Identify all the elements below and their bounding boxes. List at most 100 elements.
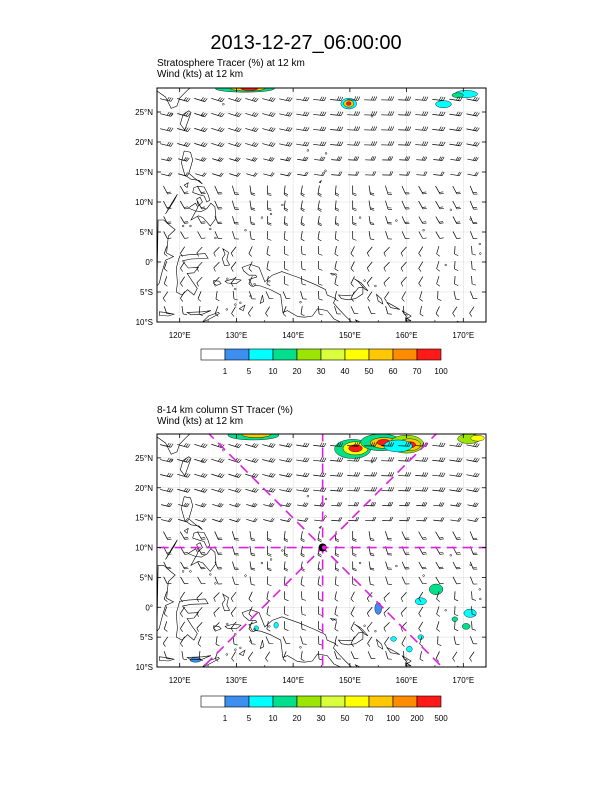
coastline-islet <box>479 597 482 601</box>
barb-flag <box>406 171 409 176</box>
barb-flag <box>389 141 393 146</box>
barb-flag <box>250 207 255 209</box>
barb-flag <box>373 156 377 161</box>
barb-flag <box>473 457 476 462</box>
wind-barb <box>365 156 377 161</box>
barb-flag <box>352 207 357 210</box>
wind-barb <box>163 185 172 195</box>
barb-flag <box>334 253 339 257</box>
wind-barb <box>213 261 220 272</box>
wind-barb <box>314 502 326 507</box>
barb-flag <box>322 156 326 161</box>
wind-barb <box>160 457 174 463</box>
barb-flag <box>201 553 206 555</box>
coastline-island <box>192 186 211 203</box>
barb-flag <box>422 126 425 131</box>
wind-barb <box>266 606 271 617</box>
wind-barb <box>228 97 242 103</box>
barb-flag <box>404 156 407 161</box>
barb-flag <box>270 142 274 147</box>
barb-shaft <box>194 443 205 448</box>
wind-barb <box>214 200 223 210</box>
lat-label: 25°N <box>135 454 153 463</box>
barb-flag <box>389 457 393 462</box>
barb-flag <box>267 553 272 556</box>
tracer-contour <box>435 100 452 108</box>
colorbar-swatch <box>200 348 226 361</box>
tracer-contour <box>429 583 444 595</box>
barb-flag <box>389 111 393 116</box>
barb-flag <box>196 267 199 272</box>
barb-flag <box>472 156 476 161</box>
barb-shaft <box>213 622 220 629</box>
wind-barb <box>229 502 241 508</box>
page-title: 2013-12-27_06:00:00 <box>210 32 402 54</box>
wind-barb <box>195 518 207 523</box>
barb-shaft <box>228 458 239 463</box>
barb-shaft <box>367 636 373 644</box>
barb-flag <box>338 487 342 492</box>
barb-shaft <box>230 261 237 269</box>
barb-flag <box>266 598 271 602</box>
wind-barb <box>161 517 173 523</box>
barb-shaft <box>211 127 222 133</box>
barb-flag <box>180 283 183 287</box>
wind-barb <box>400 261 407 272</box>
barb-flag <box>302 156 306 161</box>
barb-flag <box>200 552 205 554</box>
barb-flag <box>454 268 459 271</box>
wind-barb <box>245 457 259 463</box>
barb-shaft <box>266 261 269 269</box>
wind-barb <box>401 231 410 239</box>
wind-barb <box>211 112 225 118</box>
wind-barb <box>384 636 390 647</box>
barb-shaft <box>383 607 390 614</box>
barb-flag <box>219 97 223 102</box>
wind-barb <box>245 487 259 493</box>
barb-flag <box>202 458 206 463</box>
barb-flag <box>270 517 273 522</box>
colorbar-label: 40 <box>341 367 350 376</box>
wind-barb <box>178 518 190 523</box>
coastline-islet <box>299 301 302 304</box>
barb-shaft <box>180 231 185 239</box>
barb-flag <box>217 127 221 131</box>
barb-flag <box>301 628 306 631</box>
barb-shaft <box>230 591 237 599</box>
barb-shaft <box>367 306 372 314</box>
barb-flag <box>250 538 255 540</box>
barb-flag <box>424 141 427 146</box>
coastline-islet <box>189 570 192 573</box>
wind-barb <box>196 261 203 272</box>
wind-barb <box>381 141 395 146</box>
barb-flag <box>318 222 322 225</box>
barb-flag <box>284 268 289 271</box>
barb-flag <box>439 191 444 193</box>
barb-flag <box>476 473 480 478</box>
barb-flag <box>170 127 174 132</box>
barb-flag <box>340 472 344 477</box>
wind-barb <box>381 487 395 492</box>
barb-shaft <box>350 246 355 254</box>
barb-flag <box>285 96 289 101</box>
barb-flag <box>454 253 459 256</box>
barb-flag <box>458 442 461 447</box>
barb-flag <box>441 502 445 507</box>
barb-shaft <box>350 591 355 600</box>
barb-flag <box>352 567 357 570</box>
wind-barb <box>432 96 446 101</box>
barb-flag <box>248 283 252 287</box>
barb-flag <box>272 458 276 463</box>
wind-barb <box>163 561 172 570</box>
coastline-asia <box>157 88 191 109</box>
wind-barb <box>471 275 477 286</box>
wind-barb <box>418 276 424 287</box>
barb-flag <box>373 171 377 176</box>
wind-barb <box>248 651 254 662</box>
barb-shaft <box>317 651 320 660</box>
coastline-island <box>224 623 242 630</box>
barb-flag <box>419 298 423 302</box>
barb-shaft <box>300 636 304 645</box>
wind-barb <box>415 96 429 101</box>
barb-flag <box>183 112 187 116</box>
